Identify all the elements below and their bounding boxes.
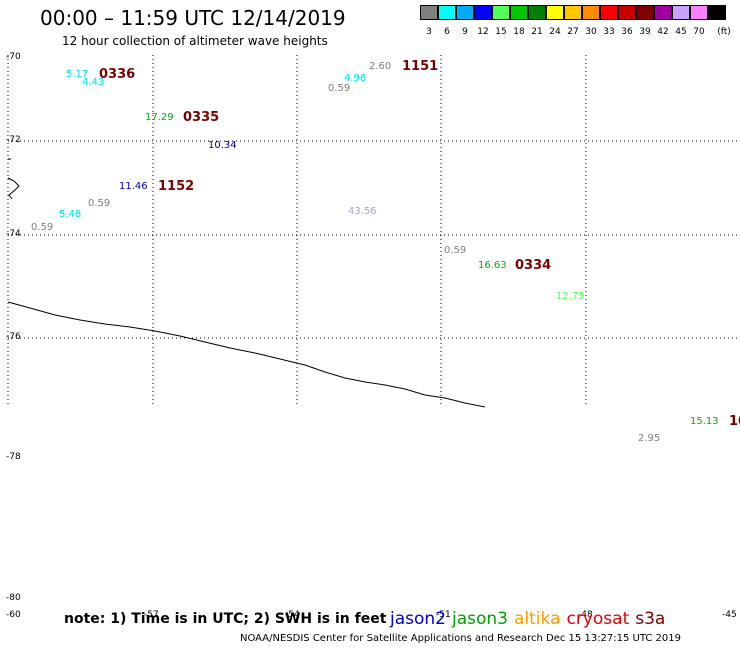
pass-time-label: 1151 [402,59,439,74]
coastline [7,301,486,408]
legend-unit-label: (ft) [717,27,731,37]
lon-tick-label: -54 [285,610,300,620]
satellite-legend: jason2 jason3 altika cryosat s3a [390,609,671,629]
wave-height-observation: 0.59 [444,245,467,256]
pass-time-label: 0335 [183,110,220,125]
wave-height-observation: 0.59 [31,222,54,233]
wave-height-observation: 10.34 [208,140,237,151]
lat-tick-label: -72 [6,135,21,145]
wave-height-observation: 2.95 [638,433,661,444]
wave-height-observation: 2.60 [369,61,392,72]
legend-label: 30 [585,27,597,37]
legend-swatch [582,5,600,20]
wave-height-observation: 17.29 [145,112,174,123]
pass-time-label: 0334 [515,258,552,273]
lat-tick-label: -78 [6,452,21,462]
wave-height-observation: 16.63 [478,260,507,271]
pass-time-label: 1152 [158,179,195,194]
legend-swatch [546,5,564,20]
lon-tick-label: -60 [6,610,21,620]
lon-tick-label: -45 [722,610,737,620]
satellite-name: s3a [635,609,666,629]
legend-label: 18 [513,27,525,37]
legend-swatch [690,5,708,20]
wave-height-observation: 43.56 [348,206,377,217]
wave-height-observation: 4.43 [82,77,105,88]
wave-height-observation: 0.59 [328,83,351,94]
legend-label: 3 [426,27,432,37]
legend-swatch [708,5,726,20]
legend-swatch [564,5,582,20]
wave-height-observation: 0.59 [88,198,111,209]
legend-swatch [672,5,690,20]
lat-tick-label: -74 [6,229,21,239]
pass-time-label: 0336 [99,67,136,82]
pass-time-label: 10 [729,414,740,429]
legend-label: 70 [693,27,705,37]
legend-label: 9 [462,27,468,37]
lon-tick-label: -51 [436,610,451,620]
legend-swatch [528,5,546,20]
footer-note: note: 1) Time is in UTC; 2) SWH is in fe… [64,611,387,627]
satellite-name: cryosat [566,609,630,629]
legend-label: 12 [477,27,489,37]
lon-tick-label: -48 [578,610,593,620]
footer-credit: NOAA/NESDIS Center for Satellite Applica… [240,633,682,644]
legend-label: 33 [603,27,615,37]
legend-swatch [456,5,474,20]
satellite-name: jason2 [390,609,446,629]
legend-label: 45 [675,27,687,37]
wave-height-observation: 12.75 [556,291,585,302]
wave-height-observation: 11.46 [119,181,148,192]
legend-swatch [510,5,528,20]
legend-label: 6 [444,27,450,37]
legend-swatch [636,5,654,20]
lat-tick-label: -80 [6,593,21,603]
lat-tick-label: -76 [6,332,21,342]
page-title: 00:00 – 11:59 UTC 12/14/2019 [40,6,346,30]
coastline-fragment [7,177,20,200]
legend-swatch [438,5,456,20]
legend-label: 15 [495,27,507,37]
legend-swatch [654,5,672,20]
satellite-name: jason3 [452,609,508,629]
legend-label: 21 [531,27,543,37]
legend-swatch [618,5,636,20]
wave-height-observation: 4.96 [344,73,367,84]
legend-label: 42 [657,27,669,37]
legend-swatch [474,5,492,20]
lat-tick-label: -70 [6,52,21,62]
legend-label: 24 [549,27,561,37]
legend-swatch [600,5,618,20]
wave-height-observation: 15.13 [690,416,719,427]
legend-swatch [420,5,438,20]
wave-height-observation: 5.48 [59,209,82,220]
legend-swatch [492,5,510,20]
legend-label: 39 [639,27,651,37]
legend-label: 27 [567,27,579,37]
legend-label: 36 [621,27,633,37]
wave-height-observation: 5.17 [66,69,89,80]
satellite-name: altika [514,609,561,629]
lon-tick-label: -57 [144,610,159,620]
page-subtitle: 12 hour collection of altimeter wave hei… [62,34,328,48]
grid-lines [8,55,740,405]
